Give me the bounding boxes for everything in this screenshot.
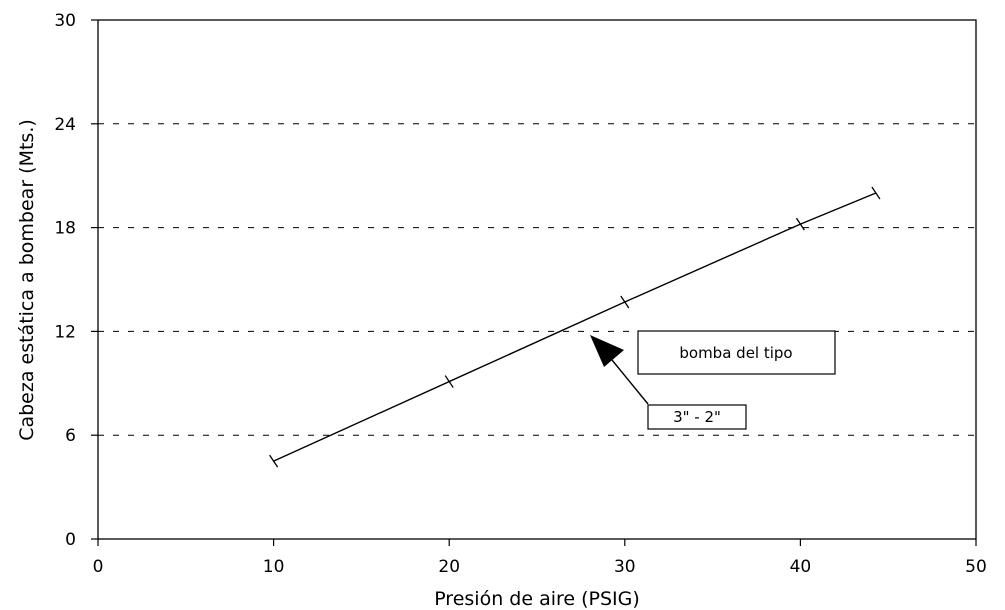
- y-tick-label: 12: [54, 322, 76, 342]
- axis-ticks: 0 6 12 18 24 30 0 10 20 30 40 50: [54, 11, 986, 577]
- annotation-text-2: 3" - 2": [673, 408, 721, 426]
- annotation-box-1: [637, 330, 836, 375]
- y-axis-title: Cabeza estática a bombear (Mts.): [16, 119, 38, 441]
- annotation-text-1: bomba del tipo: [679, 344, 792, 362]
- x-tick-label: 0: [93, 557, 104, 577]
- x-tick-label: 20: [438, 557, 460, 577]
- series-line: [269, 186, 881, 468]
- x-tick-label: 30: [614, 557, 636, 577]
- y-tick-label: 18: [54, 219, 76, 239]
- arrow-head-icon: [590, 335, 624, 367]
- data-point-marker: [620, 295, 630, 309]
- plot-area-frame: [97, 19, 977, 540]
- y-tick-label: 6: [65, 426, 76, 446]
- x-tick-label: 10: [263, 557, 285, 577]
- y-tick-label: 24: [54, 115, 76, 135]
- annotation-callout: bomba del tipo 3" - 2": [590, 330, 836, 430]
- grid-lines: [98, 123, 976, 436]
- x-tick-label: 50: [965, 557, 987, 577]
- arrow-shaft: [611, 359, 649, 405]
- annotation-box-2: [647, 404, 747, 430]
- y-tick-label: 30: [54, 11, 76, 31]
- y-tick-label: 0: [65, 530, 76, 550]
- x-tick-label: 40: [790, 557, 812, 577]
- data-point-marker: [444, 375, 454, 388]
- series-line-path: [273, 192, 877, 462]
- data-point-marker: [269, 454, 279, 468]
- data-point-marker: [795, 217, 805, 231]
- data-point-marker: [871, 186, 881, 200]
- x-axis-title: Presión de aire (PSIG): [434, 588, 640, 610]
